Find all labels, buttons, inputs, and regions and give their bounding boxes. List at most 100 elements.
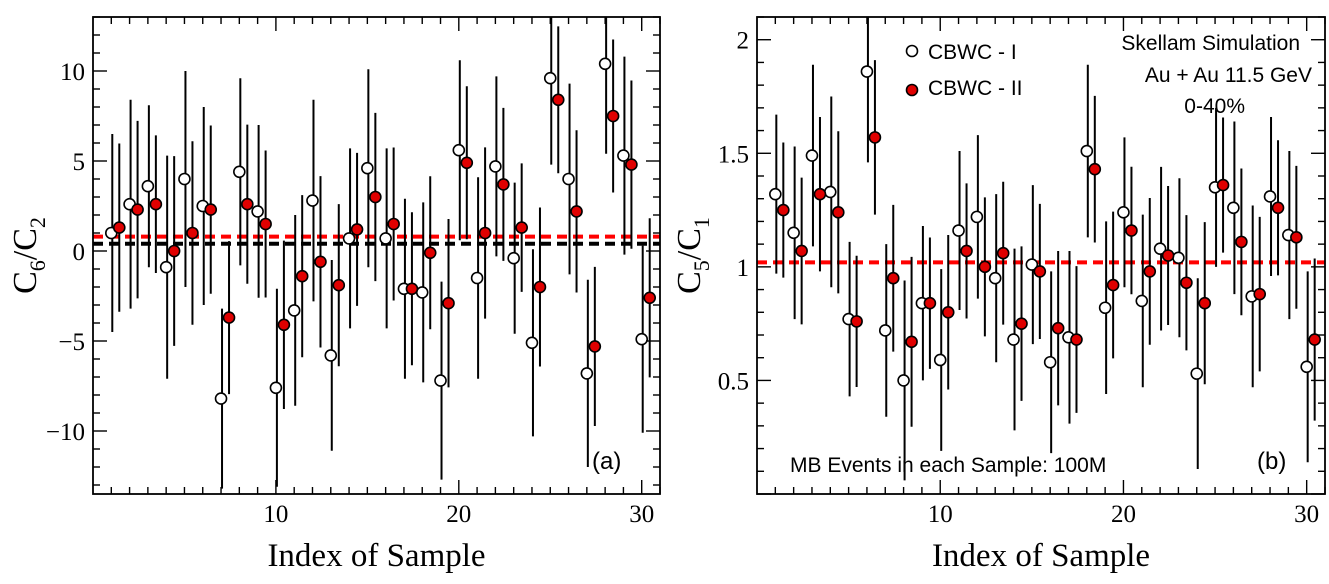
data-point-open xyxy=(1263,190,1277,203)
plot-frame xyxy=(92,16,661,495)
data-point-filled xyxy=(588,340,602,353)
data-point-filled xyxy=(314,255,327,269)
data-point-open xyxy=(1117,206,1130,219)
panel-label: (a) xyxy=(592,448,621,475)
data-point-open xyxy=(287,304,301,317)
data-point-open xyxy=(878,324,892,337)
data-point-open xyxy=(452,143,466,157)
y-tick-label: 0 xyxy=(73,239,86,266)
data-point-filled xyxy=(1070,333,1083,346)
x-tick-label: 30 xyxy=(1294,501,1319,528)
data-point-open xyxy=(1080,144,1094,158)
data-point-filled xyxy=(1015,317,1028,330)
y-tick-label: 2 xyxy=(737,28,750,55)
data-point-filled xyxy=(167,244,181,258)
data-point-filled xyxy=(515,221,528,234)
x-axis-title: Index of Sample xyxy=(267,538,485,574)
data-point-filled xyxy=(204,203,218,216)
y-tick-label: −10 xyxy=(46,419,85,446)
data-point-filled xyxy=(1125,224,1138,237)
data-point-open xyxy=(251,205,264,218)
data-point-open xyxy=(805,149,819,162)
legend-marker-open xyxy=(905,44,919,58)
data-point-open xyxy=(470,271,484,285)
data-point-filled xyxy=(533,280,547,294)
data-point-filled xyxy=(960,244,973,258)
data-point-open xyxy=(525,336,539,350)
data-point-open xyxy=(324,349,338,362)
data-point-open xyxy=(598,57,612,71)
data-point-filled xyxy=(1198,296,1212,310)
data-point-filled xyxy=(1051,321,1065,335)
data-point-filled xyxy=(387,217,400,231)
data-point-filled xyxy=(460,156,474,170)
legend-label: CBWC - II xyxy=(928,77,1023,100)
data-point-filled xyxy=(570,205,583,218)
data-point-filled xyxy=(442,296,455,310)
y-axis-title: C5/C1 xyxy=(671,217,714,294)
data-point-filled xyxy=(551,93,565,107)
legend-marker-filled xyxy=(905,83,919,97)
data-point-open xyxy=(1153,242,1167,255)
data-point-filled xyxy=(1216,178,1230,192)
data-point-filled xyxy=(1106,278,1120,292)
data-point-filled xyxy=(332,278,346,292)
data-point-open xyxy=(933,353,947,367)
panel-b: 10 20 30 2 1.5 1 0.5 Index of Sample C5/C1 (b) CBW… xyxy=(671,16,1326,574)
data-point-open xyxy=(823,185,837,199)
data-point-open xyxy=(1300,360,1313,374)
legend-label: CBWC - I xyxy=(928,41,1017,64)
data-point-filled xyxy=(978,260,992,274)
data-point-filled xyxy=(478,226,492,240)
annotation-events: MB Events in each Sample: 100M xyxy=(790,454,1106,477)
data-point-filled xyxy=(923,296,937,310)
data-point-filled xyxy=(112,221,126,234)
data-point-filled xyxy=(1180,276,1193,290)
data-point-filled xyxy=(259,217,272,231)
y-tick-label: 1 xyxy=(737,255,750,282)
data-point-filled xyxy=(241,197,254,211)
data-point-filled xyxy=(405,282,419,296)
y-tick-label: 1.5 xyxy=(718,141,749,168)
data-point-filled xyxy=(149,197,163,211)
data-point-filled xyxy=(868,131,882,144)
data-point-filled xyxy=(1290,231,1303,244)
data-point-open xyxy=(787,226,800,240)
data-point-filled xyxy=(350,223,364,236)
data-point-filled xyxy=(850,315,863,328)
data-point-open xyxy=(617,149,630,162)
data-point-filled xyxy=(1235,235,1248,249)
y-axis-title: C6/C2 xyxy=(7,217,50,294)
data-point-filled xyxy=(295,269,309,283)
data-point-open xyxy=(342,232,356,245)
data-point-open xyxy=(1227,201,1240,215)
data-point-filled xyxy=(831,206,845,219)
panel-label: (b) xyxy=(1257,448,1286,475)
data-point-open xyxy=(769,187,782,201)
data-point-open xyxy=(1190,367,1204,380)
x-tick-label: 20 xyxy=(1111,501,1136,528)
data-point-open xyxy=(1007,333,1020,346)
data-point-open xyxy=(214,392,228,405)
data-point-open xyxy=(159,260,173,274)
data-point-open xyxy=(562,172,575,186)
data-point-filled xyxy=(423,246,437,260)
y-tick-label: 0.5 xyxy=(718,368,749,395)
data-point-filled xyxy=(369,190,382,204)
data-point-open xyxy=(1098,301,1112,315)
data-point-filled xyxy=(606,109,620,123)
data-point-open xyxy=(1043,355,1057,369)
data-point-filled xyxy=(795,244,808,258)
data-point-filled xyxy=(222,311,236,324)
data-point-open xyxy=(361,161,374,175)
y-tick-label: −5 xyxy=(58,329,85,356)
data-point-open xyxy=(415,286,429,299)
data-point-filled xyxy=(1033,265,1047,278)
data-point-open xyxy=(141,179,155,193)
annotation-title: Skellam Simulation xyxy=(1121,32,1300,55)
data-point-open xyxy=(507,251,520,265)
data-point-open xyxy=(489,160,502,173)
y-tick-label: 10 xyxy=(60,59,85,86)
data-point-open xyxy=(952,224,965,237)
